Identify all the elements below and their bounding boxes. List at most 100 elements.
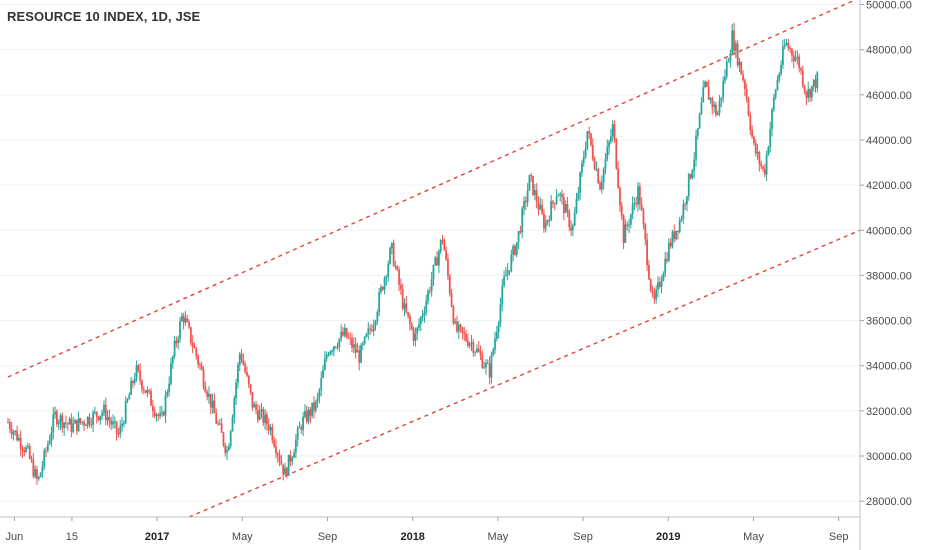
y-tick-label: 48000.00 [866, 45, 912, 57]
candle-body [736, 43, 739, 66]
candle-body [21, 448, 24, 451]
candle-body [628, 224, 630, 226]
candle-body [740, 61, 743, 75]
candle-body [807, 89, 810, 98]
candle-body [412, 329, 415, 341]
candle-body [369, 328, 371, 330]
candle-body [604, 159, 607, 169]
candle-body [745, 88, 748, 100]
candle-body [466, 340, 469, 346]
candle-body [809, 89, 811, 98]
candle-body [340, 331, 343, 339]
candle-body [189, 327, 192, 343]
candle-body [226, 450, 228, 453]
candle-body [14, 430, 17, 432]
y-tick-label: 28000.00 [866, 496, 912, 508]
x-tick-label: 2017 [145, 531, 169, 543]
candle-body [684, 204, 687, 206]
y-tick-label: 30000.00 [866, 451, 912, 463]
candle-body [657, 282, 659, 290]
candle-body [532, 175, 534, 195]
candle-body [112, 421, 114, 425]
candle-body [144, 390, 147, 393]
candle-body [262, 409, 265, 423]
candle-body [416, 327, 419, 334]
candle-body [439, 239, 442, 252]
candle-body [371, 329, 373, 332]
candle-body [633, 202, 636, 204]
candle-body [298, 427, 301, 429]
candle-body [676, 230, 679, 232]
candle-body [63, 422, 66, 429]
candle-body [642, 210, 645, 225]
candle-body [264, 414, 266, 423]
candle-body [504, 275, 507, 277]
candle-body [443, 240, 446, 251]
candle-body [582, 157, 585, 163]
candle-body [309, 409, 312, 416]
candle-body [517, 231, 520, 243]
candle-body [533, 190, 536, 195]
candle-body [37, 476, 40, 479]
candle-body [381, 287, 384, 290]
candle-body [494, 338, 496, 350]
candle-body [457, 324, 460, 332]
candle-body [372, 325, 375, 332]
candle-body [113, 421, 116, 423]
candle-body [394, 265, 397, 267]
candle-body [287, 454, 290, 476]
candle-body [25, 447, 28, 453]
candle-body [34, 469, 37, 477]
candle-body [74, 419, 76, 424]
candle-body [548, 220, 551, 222]
candle-body [133, 378, 136, 384]
candle-body [620, 205, 623, 216]
candle-body [733, 30, 735, 51]
candle-body [544, 222, 547, 229]
candle-body [651, 290, 654, 293]
candle-body [600, 182, 603, 190]
candle-body [345, 327, 348, 338]
candle-body [77, 418, 80, 431]
candle-body [90, 424, 93, 426]
candle-body [468, 343, 471, 346]
candle-body [801, 70, 804, 86]
candle-body [139, 370, 142, 381]
candle-body [783, 44, 786, 48]
candle-body [662, 273, 665, 281]
candle-body [772, 97, 775, 110]
candle-body [280, 461, 283, 465]
candle-body [597, 168, 600, 184]
candle-body [771, 109, 773, 129]
candle-body [751, 129, 754, 137]
candle-body [758, 151, 761, 164]
candle-body [812, 79, 815, 86]
candle-body [425, 301, 428, 313]
candle-body [237, 364, 239, 383]
candle-body [57, 422, 60, 425]
candle-body [704, 81, 706, 88]
candle-body [767, 147, 770, 155]
candle-body [66, 423, 69, 425]
candle-body [414, 333, 417, 341]
candle-body [499, 304, 502, 323]
candle-body [619, 187, 621, 206]
candle-body [524, 200, 527, 203]
channel-line-lower [188, 229, 861, 518]
candle-body [334, 346, 337, 348]
candle-body [323, 358, 326, 370]
candle-body [722, 81, 725, 98]
candle-body [182, 315, 185, 323]
candle-body [79, 418, 82, 423]
candle-body [188, 322, 190, 328]
candle-body [246, 372, 248, 376]
candle-body [92, 412, 94, 425]
candle-body [151, 405, 154, 411]
candle-body [655, 289, 658, 300]
candle-body [568, 211, 571, 228]
candle-body [800, 68, 802, 71]
candle-body [224, 444, 227, 453]
candle-body [213, 400, 216, 414]
candle-body [240, 353, 243, 360]
